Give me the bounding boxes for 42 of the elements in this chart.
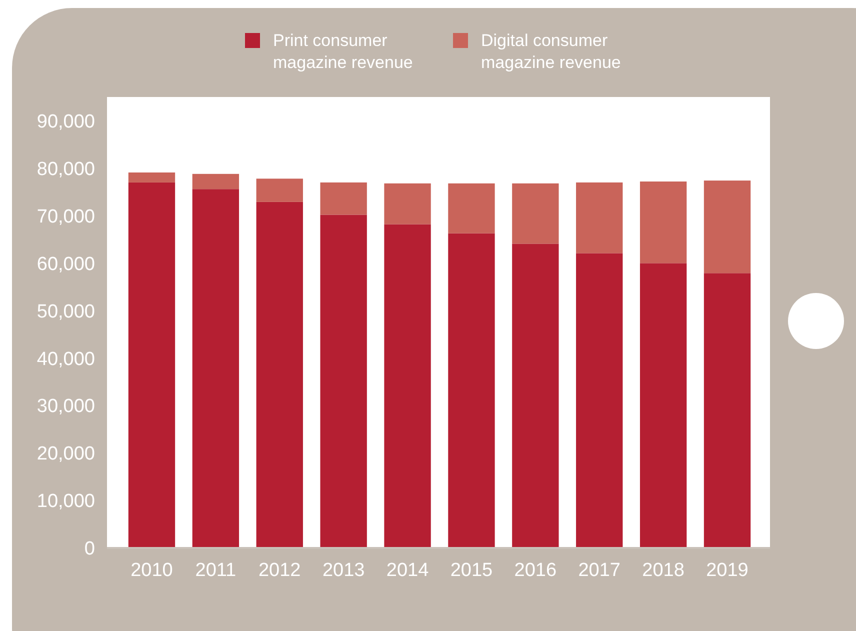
bar	[192, 189, 240, 548]
x-tick-label: 2011	[195, 560, 236, 581]
y-tick-label: 10,000	[36, 491, 95, 512]
y-tick-label: 20,000	[36, 444, 95, 465]
y-tick-label: 60,000	[36, 254, 95, 275]
bar	[128, 172, 176, 182]
y-tick-label: 0	[84, 538, 95, 560]
x-tick-label: 2010	[130, 560, 173, 581]
x-tick-label: 2018	[642, 560, 684, 581]
bar	[640, 182, 687, 264]
y-tick-label: 70,000	[36, 206, 95, 228]
x-tick-label: 2019	[706, 560, 748, 581]
legend-label: Print consumer magazine revenue	[273, 31, 413, 72]
x-tick-label: 2016	[514, 560, 557, 581]
bar	[256, 178, 303, 202]
x-tick-label: 2014	[386, 560, 430, 581]
bar	[576, 182, 623, 254]
bar	[448, 233, 495, 548]
y-tick-label: 40,000	[36, 348, 95, 370]
legend-label: Digital consumer magazine revenue	[481, 31, 621, 72]
x-tick-label: 2013	[322, 560, 365, 581]
y-tick-label: 90,000	[36, 111, 95, 132]
bar	[640, 263, 687, 548]
bar	[512, 244, 559, 548]
y-tick-label: 80,000	[36, 158, 95, 180]
y-tick-label: 50,000	[36, 301, 95, 322]
x-tick-label: 2015	[450, 560, 493, 581]
y-tick-label: 30,000	[36, 396, 95, 418]
x-tick-label: 2012	[258, 560, 301, 581]
bar	[320, 214, 367, 548]
bar	[320, 182, 367, 215]
bar	[384, 224, 431, 548]
bar	[256, 202, 303, 548]
bar	[576, 253, 623, 548]
bar	[512, 183, 559, 244]
x-tick-label: 2017	[578, 560, 621, 581]
bar	[384, 183, 431, 224]
bar	[704, 180, 751, 274]
bar	[448, 183, 495, 234]
bar	[128, 182, 176, 548]
bar	[192, 174, 240, 190]
bar	[704, 273, 751, 548]
